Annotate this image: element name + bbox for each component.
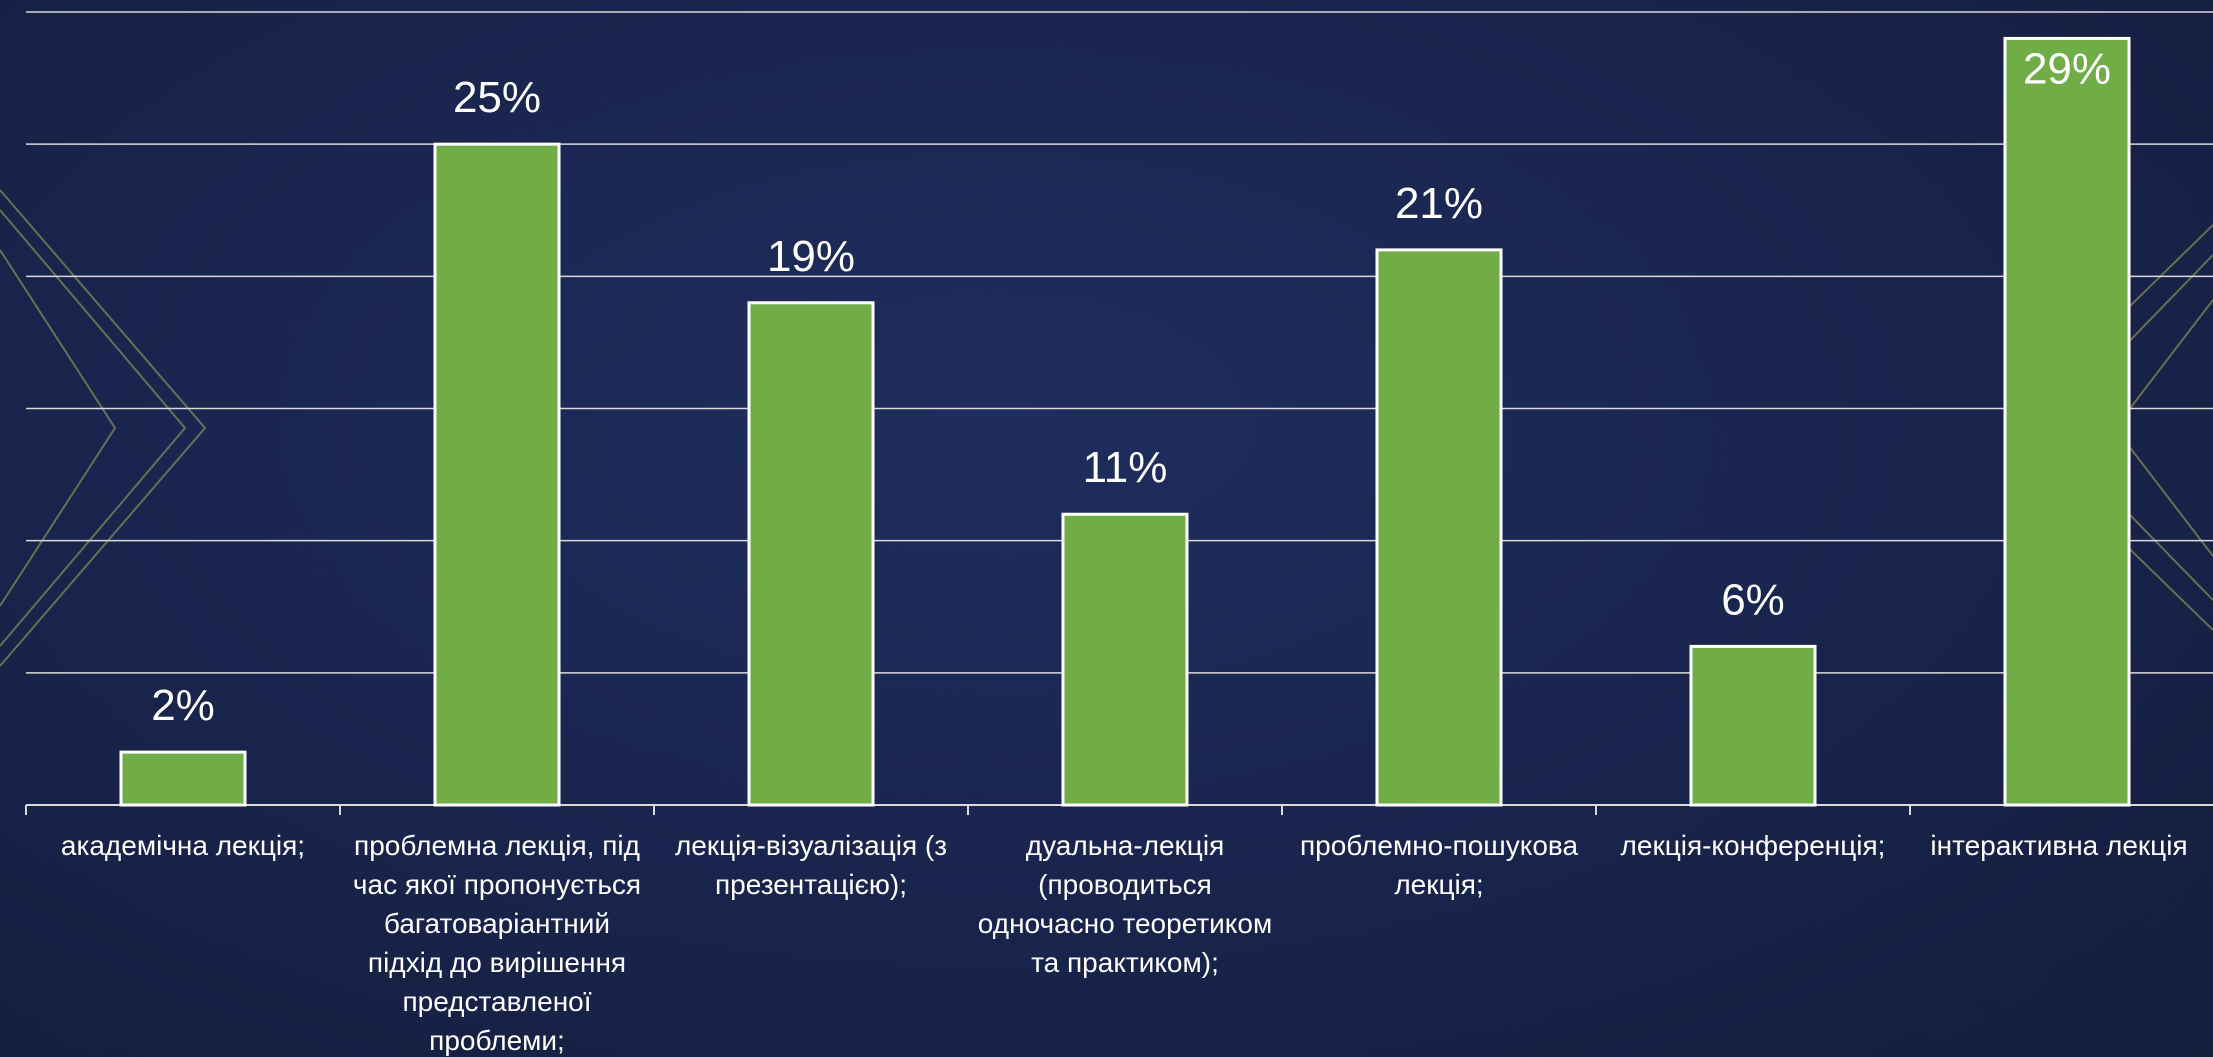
data-label-6: 29% xyxy=(2023,44,2111,93)
data-label-0: 2% xyxy=(151,681,215,730)
category-label-1: проблемна лекція, під час якої пропонуєт… xyxy=(343,826,651,1057)
data-label-4: 21% xyxy=(1395,179,1483,228)
bar-4 xyxy=(1377,250,1501,805)
bar-2 xyxy=(749,303,873,805)
category-label-2: лекція-візуалізація (з презентацією); xyxy=(657,826,965,904)
decor-chevron-left-0 xyxy=(0,190,205,666)
data-label-1: 25% xyxy=(453,73,541,122)
bar-6 xyxy=(2005,38,2129,805)
category-label-5: лекція-конференція; xyxy=(1599,826,1907,865)
category-label-6: інтерактивна лекція xyxy=(1905,826,2213,865)
data-label-2: 19% xyxy=(767,232,855,281)
bar-3 xyxy=(1063,514,1187,805)
data-label-5: 6% xyxy=(1721,575,1785,624)
bar-5 xyxy=(1691,646,1815,805)
category-label-3: дуальна-лекція (проводиться одночасно те… xyxy=(971,826,1279,982)
bars xyxy=(121,38,2129,805)
category-label-0: академічна лекція; xyxy=(29,826,337,865)
bar-0 xyxy=(121,752,245,805)
decor-chevron-left-1 xyxy=(0,210,185,646)
bar-1 xyxy=(435,144,559,805)
category-label-4: проблемно-пошукова лекція; xyxy=(1285,826,1593,904)
data-label-3: 11% xyxy=(1083,443,1168,492)
